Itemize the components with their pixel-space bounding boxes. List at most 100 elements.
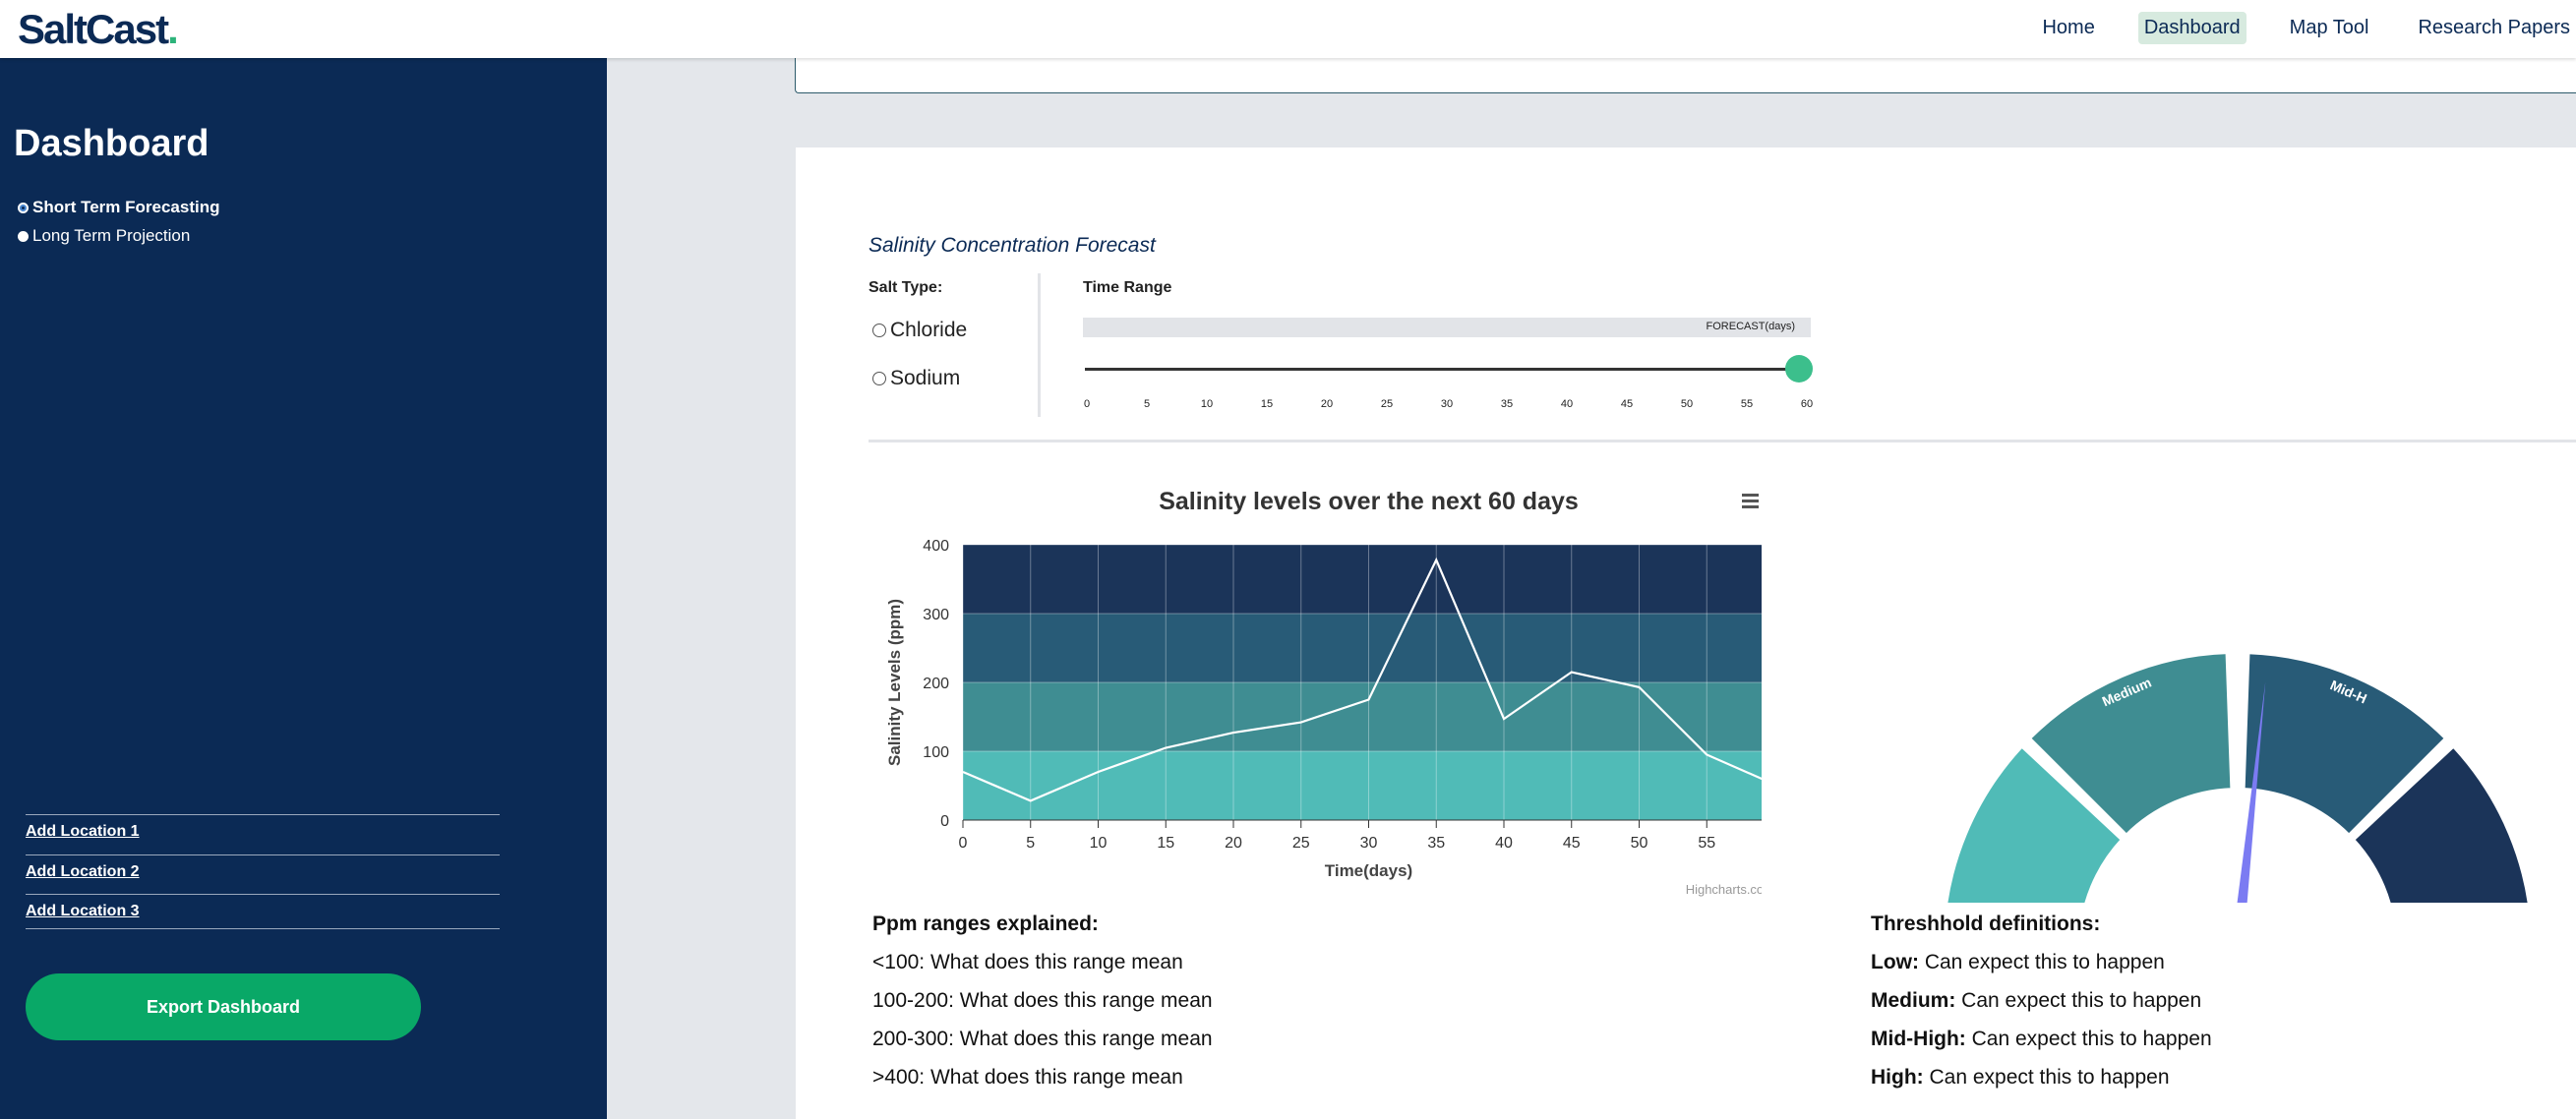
- slider-ticks: 0 5 10 15 20 25 30 35 40 45 50 55 60: [1083, 398, 1817, 414]
- export-dashboard-button[interactable]: Export Dashboard: [26, 973, 421, 1040]
- logo-dot: .: [167, 6, 179, 52]
- x-tick-label: 55: [1698, 835, 1715, 852]
- plot-band-1: [963, 682, 1774, 751]
- gauge-band-1: [2026, 650, 2235, 838]
- x-tick-label: 5: [1026, 835, 1035, 852]
- time-range-label: Time Range: [1083, 279, 1172, 296]
- mode-short-term-label: Short Term Forecasting: [32, 198, 220, 216]
- x-axis-title: Time(days): [1325, 861, 1412, 880]
- time-range-slider-handle[interactable]: [1785, 355, 1813, 383]
- x-tick-label: 50: [1631, 835, 1648, 852]
- logo-cast-text: Cast: [86, 6, 169, 52]
- slider-tick-label: 50: [1680, 398, 1694, 410]
- chart-credits: Highcharts.com: [1686, 882, 1762, 897]
- ppm-range-item: <100: What does this range mean: [872, 951, 1183, 973]
- threshold-text: Can expect this to happen: [1923, 1066, 2170, 1089]
- salt-option-sodium-label: Sodium: [890, 367, 961, 389]
- slider-tick-label: 30: [1440, 398, 1454, 410]
- add-location-2-link[interactable]: Add Location 2: [26, 854, 500, 889]
- slider-tick-label: 5: [1143, 398, 1151, 410]
- hamburger-bar: [1742, 500, 1759, 502]
- slider-tick-label: 15: [1260, 398, 1274, 410]
- nav-research-papers[interactable]: Research Papers: [2418, 17, 2570, 38]
- ppm-range-item: 200-300: What does this range mean: [872, 1028, 1213, 1050]
- threshold-term: Low:: [1871, 951, 1919, 973]
- main-nav: Home Dashboard Map Tool Research Papers: [2036, 12, 2576, 44]
- x-tick-label: 45: [1563, 835, 1581, 852]
- salt-type-label: Salt Type:: [869, 279, 943, 296]
- salt-option-chloride-label: Chloride: [890, 319, 968, 341]
- threshold-term: Medium:: [1871, 989, 1956, 1012]
- vertical-divider: [1038, 273, 1041, 417]
- forecast-range-bar: FORECAST(days): [1083, 318, 1811, 337]
- ppm-ranges: Ppm ranges explained: <100: What does th…: [872, 905, 1213, 1096]
- x-tick-label: 35: [1427, 835, 1445, 852]
- hamburger-bar: [1742, 494, 1759, 497]
- y-tick-label: 400: [923, 538, 949, 555]
- slider-tick-label: 25: [1380, 398, 1394, 410]
- threshold-item: High: Can expect this to happen: [1871, 1058, 2212, 1096]
- mode-long-term-label: Long Term Projection: [32, 226, 191, 245]
- x-tick-label: 25: [1292, 835, 1310, 852]
- slider-tick-label: 40: [1560, 398, 1574, 410]
- salt-option-chloride[interactable]: Chloride: [872, 319, 967, 342]
- threshold-definitions: Threshhold definitions: Low: Can expect …: [1871, 905, 2212, 1096]
- add-location-1-link[interactable]: Add Location 1: [26, 814, 500, 849]
- plot-band-2: [963, 614, 1774, 682]
- time-range-slider-track[interactable]: [1085, 368, 1803, 371]
- nav-dashboard[interactable]: Dashboard: [2137, 12, 2247, 44]
- y-tick-label: 300: [923, 607, 949, 623]
- threshold-item: Low: Can expect this to happen: [1871, 943, 2212, 981]
- add-location-3-link[interactable]: Add Location 3: [26, 894, 500, 929]
- threshold-heading: Threshhold definitions:: [1871, 913, 2101, 935]
- slider-tick-label: 60: [1800, 398, 1814, 410]
- radio-unselected-icon[interactable]: [18, 230, 29, 242]
- slider-tick-label: 0: [1083, 398, 1091, 410]
- x-tick-label: 10: [1090, 835, 1108, 852]
- x-tick-label: 30: [1360, 835, 1378, 852]
- hamburger-icon[interactable]: [1742, 494, 1759, 508]
- sidebar: Dashboard Short Term Forecasting Long Te…: [0, 58, 607, 1119]
- nav-map-tool[interactable]: Map Tool: [2289, 17, 2369, 38]
- threshold-item: Medium: Can expect this to happen: [1871, 981, 2212, 1020]
- y-tick-label: 100: [923, 744, 949, 761]
- logo-salt-text: Salt: [18, 6, 88, 52]
- plot-band-0: [963, 751, 1774, 820]
- salinity-chart: Salinity levels over the next 60 days 0 5 1…: [876, 480, 1783, 1050]
- slider-tick-label: 20: [1320, 398, 1334, 410]
- gauge-band-2: [2241, 650, 2449, 838]
- mode-short-term[interactable]: Short Term Forecasting: [18, 198, 220, 217]
- radio-selected-icon[interactable]: [18, 202, 29, 213]
- radio-unselected-icon[interactable]: [872, 372, 886, 385]
- y-tick-label: 200: [923, 676, 949, 692]
- x-tick-label: 20: [1225, 835, 1242, 852]
- threshold-term: Mid-High:: [1871, 1028, 1966, 1050]
- x-tick-label: 40: [1495, 835, 1513, 852]
- saltcast-logo[interactable]: SaltCast.: [18, 6, 179, 53]
- nav-home[interactable]: Home: [2042, 17, 2095, 38]
- y-tick-label: 0: [940, 813, 949, 830]
- forecast-card: Salinity Concentration Forecast Salt Typ…: [796, 147, 2576, 1119]
- gauge-needle: [2232, 681, 2266, 947]
- ppm-range-item: >400: What does this range mean: [872, 1066, 1183, 1089]
- salt-option-sodium[interactable]: Sodium: [872, 367, 960, 390]
- top-nav-bar: SaltCast. Home Dashboard Map Tool Resear…: [0, 0, 2576, 58]
- radio-unselected-icon[interactable]: [872, 324, 886, 337]
- slider-tick-label: 55: [1740, 398, 1754, 410]
- threshold-text: Can expect this to happen: [1965, 1028, 2212, 1050]
- plot-band-3: [963, 545, 1774, 614]
- series-line: [962, 557, 1775, 802]
- threshold-item: Mid-High: Can expect this to happen: [1871, 1020, 2212, 1058]
- horizontal-divider: [869, 440, 2576, 442]
- forecast-days-tag: FORECAST(days): [1706, 321, 1795, 332]
- salinity-chart-svg: Salinity levels over the next 60 days 0 5 1…: [885, 488, 1783, 897]
- x-tick-label: 15: [1157, 835, 1174, 852]
- forecast-title: Salinity Concentration Forecast: [869, 234, 1156, 257]
- chart-title: Salinity levels over the next 60 days: [1159, 488, 1579, 515]
- x-tick-label: 0: [959, 835, 968, 852]
- ppm-range-item: 100-200: What does this range mean: [872, 989, 1213, 1012]
- hamburger-bar: [1742, 505, 1759, 508]
- mode-long-term[interactable]: Long Term Projection: [18, 226, 190, 246]
